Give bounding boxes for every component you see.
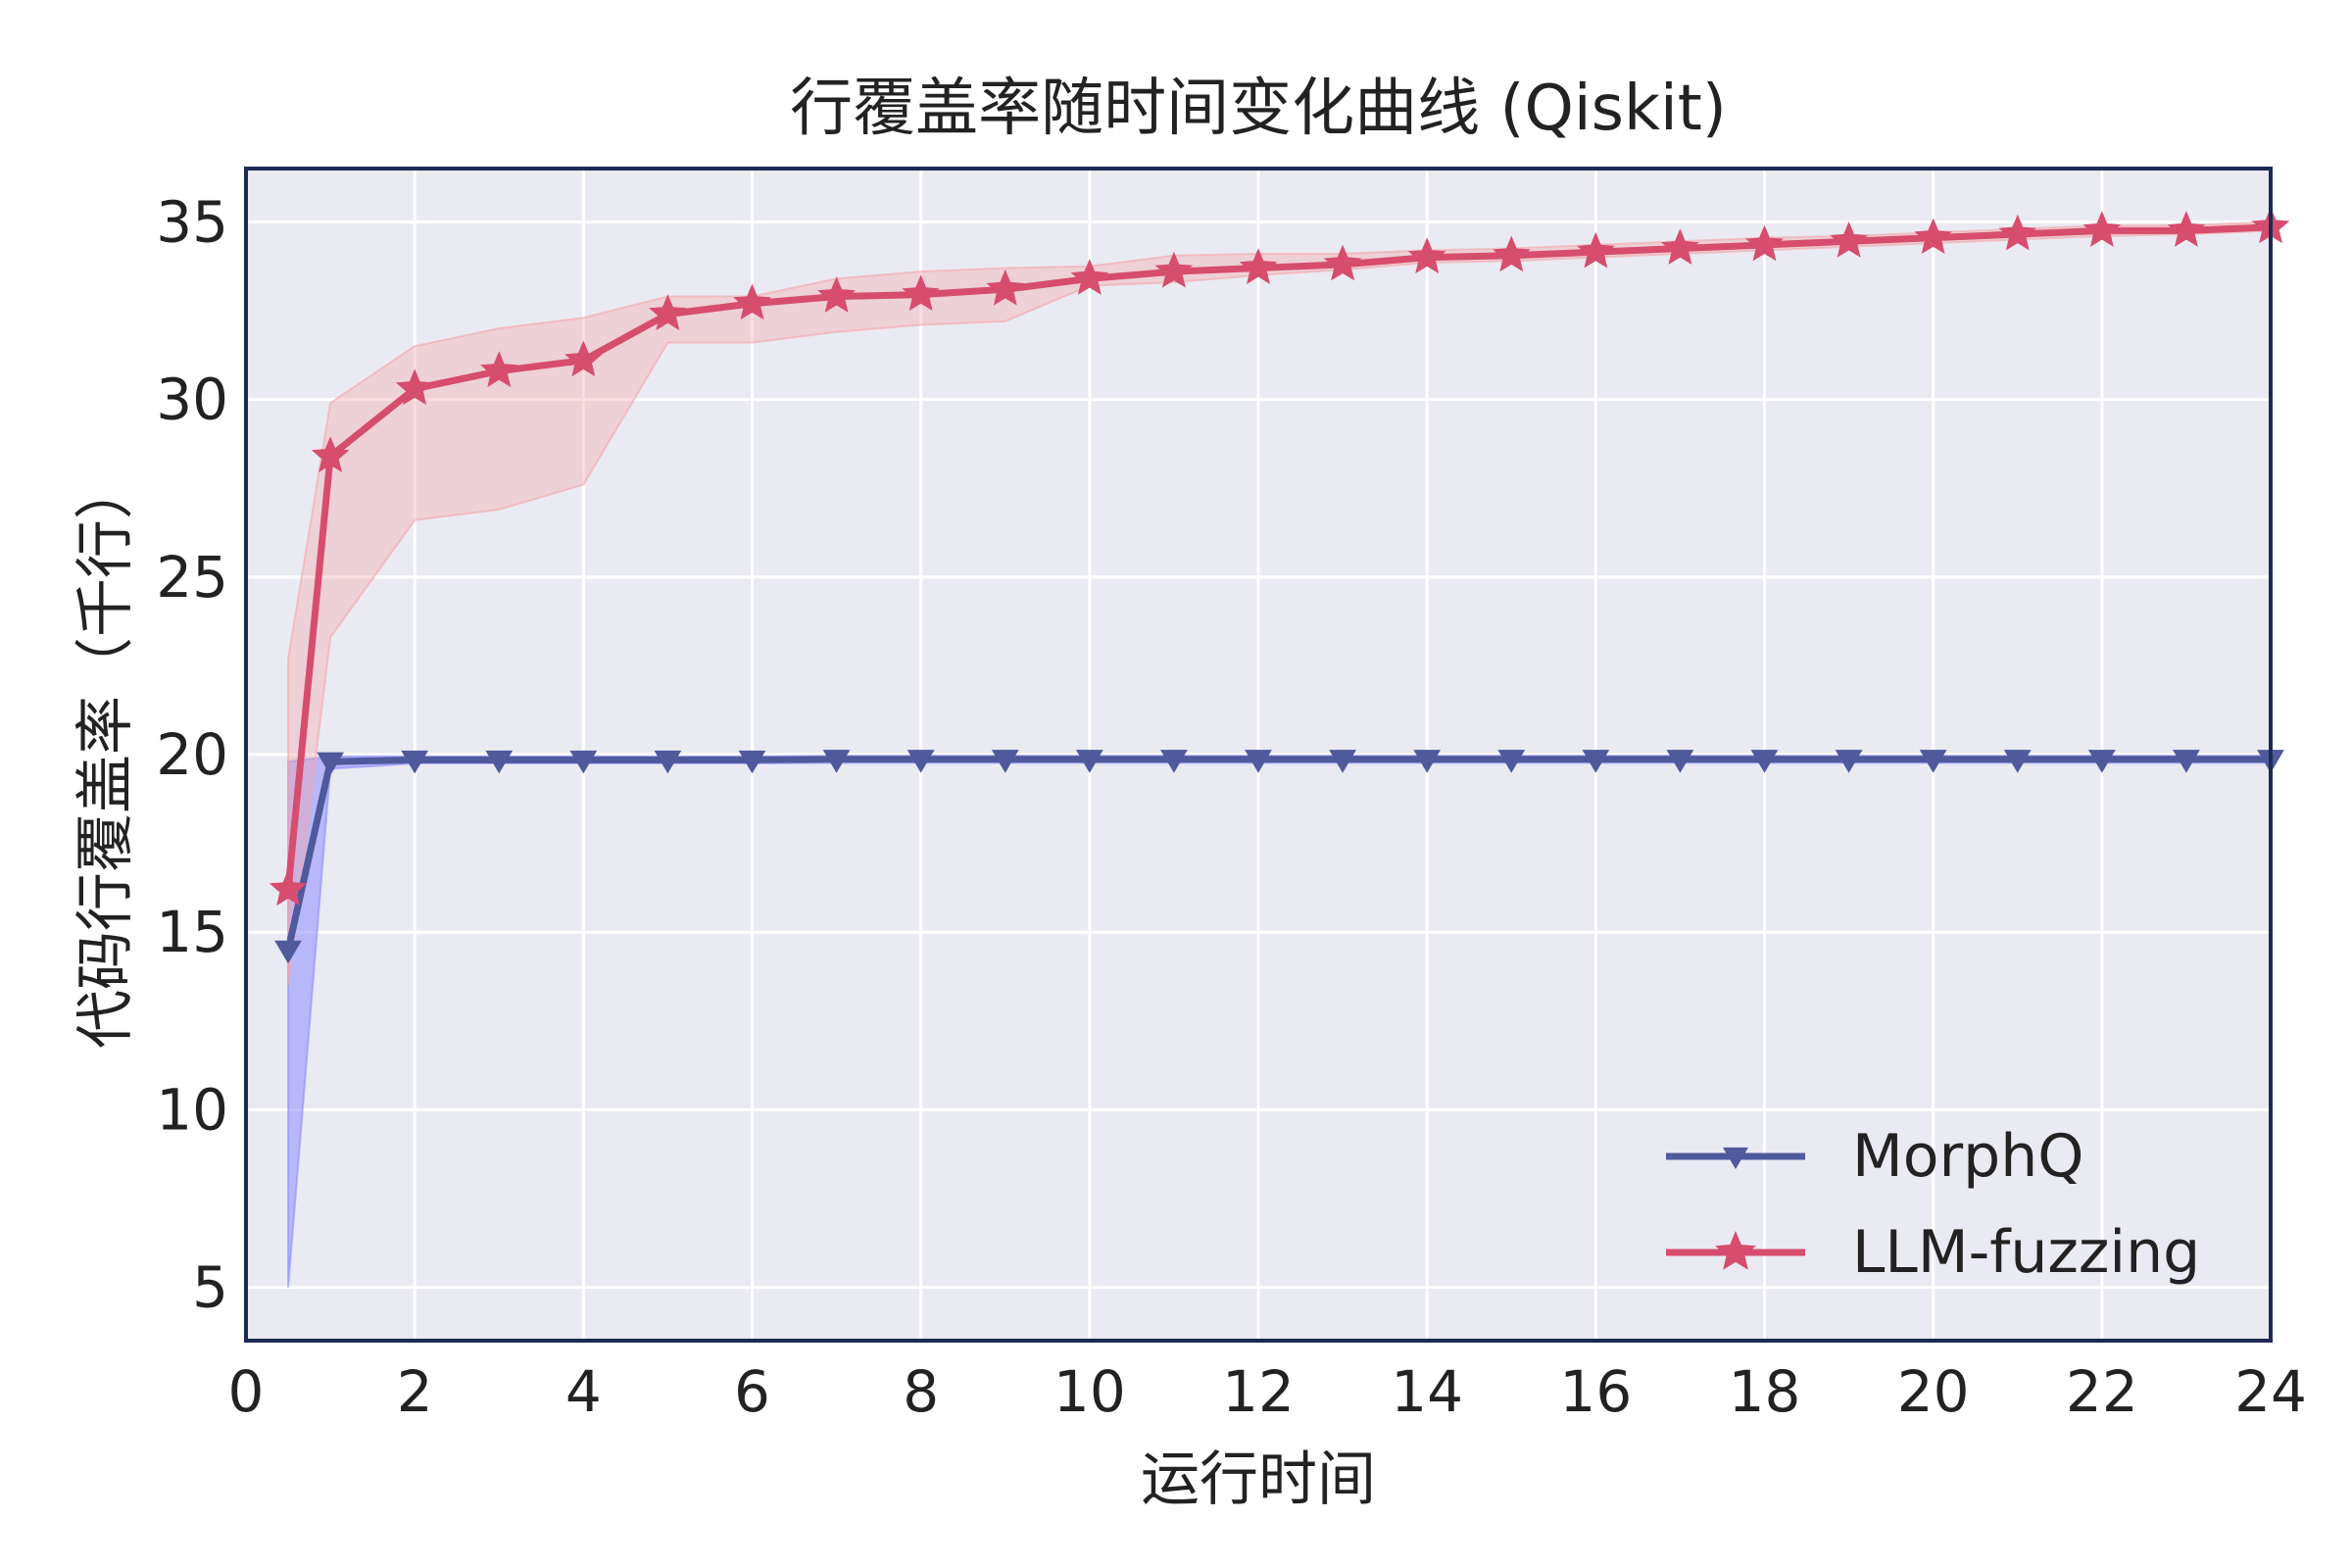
llm-fuzzing-point	[269, 869, 308, 906]
llm-fuzzing-point	[1239, 248, 1278, 284]
llm-fuzzing-point	[1745, 224, 1784, 262]
morphq-point	[1497, 750, 1526, 773]
llm-fuzzing-point	[649, 294, 687, 331]
morphq-point	[654, 750, 682, 774]
y-axis-label: 代码行覆盖率（千行）	[72, 461, 140, 1049]
llm-fuzzing-point	[902, 274, 940, 312]
y-tick-labels: 5 10 15 20 25 30 35	[156, 188, 228, 1320]
morphq-point	[401, 750, 429, 774]
llm-fuzzing-point	[733, 283, 771, 320]
x-tick-label: 10	[1054, 1358, 1126, 1425]
legend-marker-morphq	[1723, 1147, 1748, 1169]
morphq-point	[1666, 750, 1694, 773]
llm-fuzzing-point	[1492, 235, 1531, 272]
x-tick-label: 8	[903, 1358, 939, 1425]
x-tick-label: 0	[228, 1358, 265, 1425]
morphq-point	[1750, 750, 1779, 773]
x-axis-label: 运行时间	[1141, 1446, 1376, 1514]
x-tick-labels: 0 2 4 6 8 10 12 14 16 18 20 22 24	[228, 1358, 2307, 1425]
legend-marker-llm-fuzzing	[1715, 1231, 1756, 1270]
morphq-point	[738, 750, 766, 774]
llm-fuzzing-point	[1830, 220, 1868, 258]
y-tick-label: 15	[156, 899, 228, 965]
morphq-point	[2173, 750, 2200, 773]
y-tick-label: 35	[156, 188, 228, 255]
legend-label-llm-fuzzing: LLM-fuzzing	[1852, 1218, 2200, 1287]
x-tick-label: 16	[1559, 1358, 1632, 1425]
morphq-point	[991, 750, 1019, 773]
morphq-point	[1919, 750, 1947, 773]
x-tick-label: 4	[565, 1358, 602, 1425]
legend: MorphQ LLM-fuzzing	[1666, 1122, 2200, 1287]
llm-fuzzing-point	[395, 368, 434, 406]
morphq-point	[1413, 750, 1442, 773]
morphq-point	[1329, 750, 1356, 773]
morphq-point	[569, 750, 598, 774]
chart-title: 行覆盖率随时间变化曲线 (Qiskit)	[790, 73, 1727, 145]
y-tick-label: 30	[156, 367, 228, 433]
morphq-point	[485, 750, 514, 774]
morphq-point	[906, 750, 935, 773]
llm-fuzzing-point	[817, 276, 856, 313]
x-tick-label: 18	[1729, 1358, 1801, 1425]
llm-fuzzing-point	[1407, 237, 1446, 274]
llm-fuzzing-point	[1323, 244, 1362, 281]
x-tick-label: 2	[397, 1358, 433, 1425]
llm-fuzzing-point	[1577, 231, 1615, 269]
llm-fuzzing-point	[1070, 259, 1109, 295]
llm-fuzzing-point	[479, 351, 518, 388]
y-tick-label: 20	[156, 721, 228, 788]
morphq-point	[2087, 750, 2116, 773]
llm-fuzzing-point	[986, 269, 1025, 306]
morphq-point	[1075, 750, 1103, 773]
x-tick-label: 22	[2066, 1358, 2138, 1425]
y-tick-label: 5	[192, 1254, 228, 1321]
plot-frame	[244, 167, 2273, 1343]
morphq-point	[1582, 750, 1610, 773]
x-tick-label: 20	[1897, 1358, 1970, 1425]
x-tick-label: 6	[734, 1358, 770, 1425]
llm-fuzzing-point	[2082, 211, 2122, 247]
llm-fuzzing-point	[564, 340, 603, 377]
morphq-point	[274, 940, 302, 964]
morphq-point	[1160, 750, 1188, 773]
y-tick-label: 25	[156, 544, 228, 611]
llm-fuzzing-point	[311, 436, 350, 472]
llm-fuzzing-point	[1154, 251, 1194, 288]
legend-label-morphq: MorphQ	[1852, 1122, 2083, 1191]
llm-fuzzing-point	[1914, 218, 1952, 255]
morphq-point	[822, 750, 851, 773]
x-tick-label: 12	[1222, 1358, 1295, 1425]
y-tick-label: 10	[156, 1076, 228, 1143]
morphq-point	[2003, 750, 2032, 773]
llm-fuzzing-point	[1998, 214, 2037, 251]
series-markers	[269, 207, 2290, 964]
morphq-point	[1245, 750, 1272, 773]
llm-fuzzing-point	[2167, 211, 2206, 247]
morphq-point	[1835, 750, 1863, 773]
x-tick-label: 24	[2234, 1358, 2307, 1425]
morphq-point	[317, 752, 344, 776]
llm-fuzzing-point	[1661, 228, 1699, 265]
x-tick-label: 14	[1391, 1358, 1463, 1425]
